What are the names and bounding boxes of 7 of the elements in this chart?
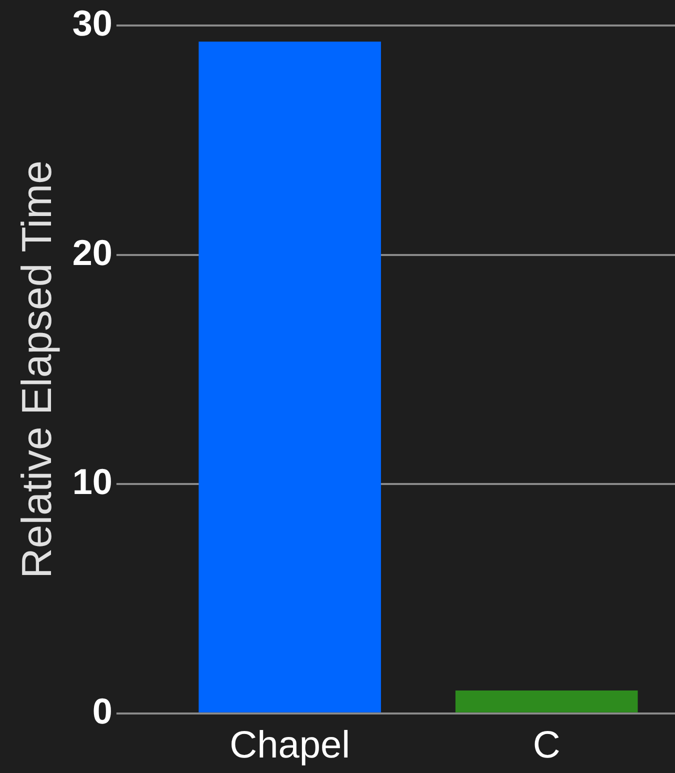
y-axis-title: Relative Elapsed Time [12, 160, 60, 578]
x-tick-label: C [532, 724, 560, 767]
y-tick-label: 10 [72, 461, 112, 502]
y-tick-label: 30 [72, 2, 112, 44]
x-tick-label: Chapel [230, 724, 350, 767]
y-tick-label: 0 [92, 690, 112, 732]
y-tick-label: 20 [72, 232, 112, 273]
